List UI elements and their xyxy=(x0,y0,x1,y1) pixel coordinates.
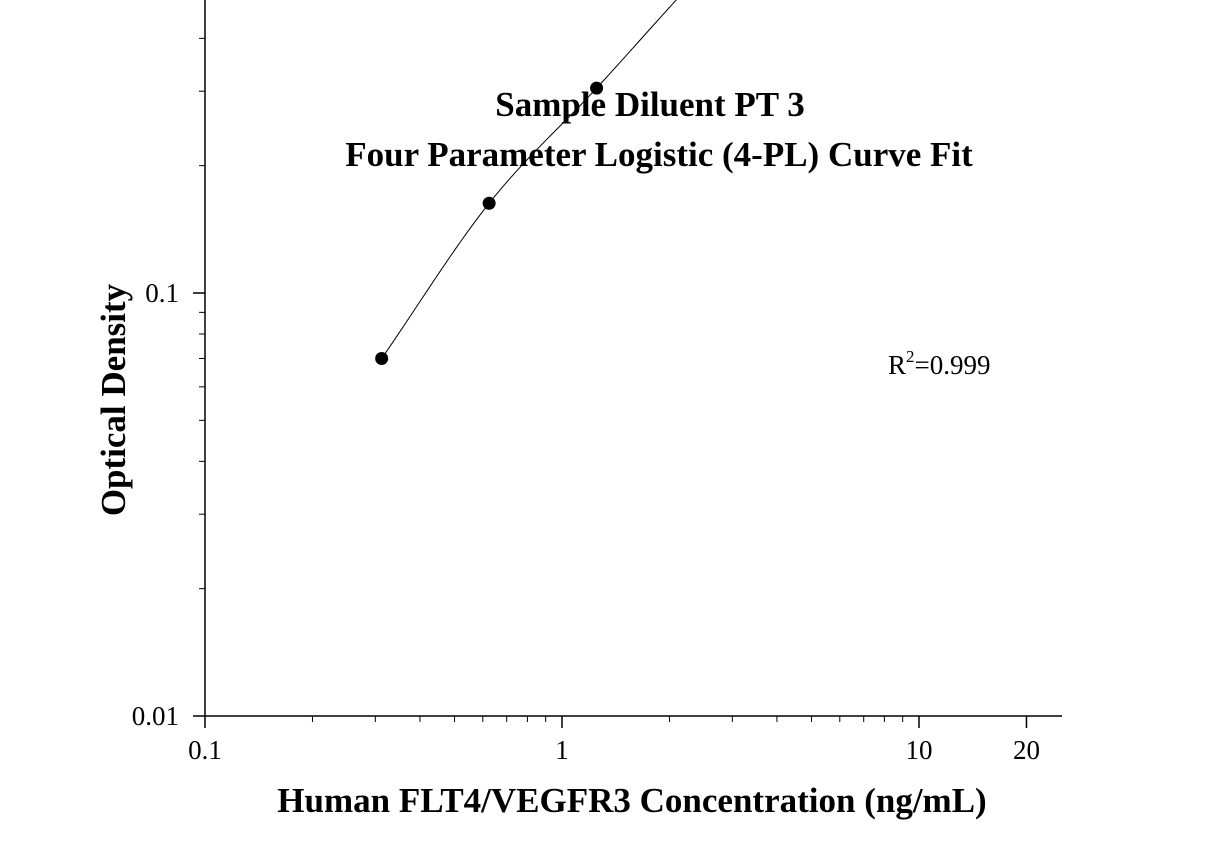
y-tick-label: 0.01 xyxy=(132,701,179,731)
chart-title-line-2: Four Parameter Logistic (4-PL) Curve Fit xyxy=(345,135,973,174)
fit-curve-group xyxy=(381,0,677,359)
chart-title-line-1: Sample Diluent PT 3 xyxy=(495,85,805,124)
y-tick-label: 0.1 xyxy=(145,278,179,308)
r-squared-superscript: 2 xyxy=(906,347,915,366)
data-point xyxy=(590,81,604,95)
x-tick-label: 10 xyxy=(906,735,933,765)
data-points xyxy=(375,81,604,366)
r-squared-value: =0.999 xyxy=(915,350,991,380)
y-axis-label: Optical Density xyxy=(94,283,133,516)
data-point xyxy=(375,352,389,366)
x-tick-label: 20 xyxy=(1013,735,1040,765)
fit-curve xyxy=(381,0,677,359)
x-tick-label: 0.1 xyxy=(188,735,222,765)
data-point xyxy=(482,196,496,210)
r-squared-base: R xyxy=(888,350,906,380)
x-tick-label: 1 xyxy=(555,735,569,765)
r-squared-annotation: R2=0.999 xyxy=(888,347,991,380)
x-axis-label: Human FLT4/VEGFR3 Concentration (ng/mL) xyxy=(277,781,986,820)
